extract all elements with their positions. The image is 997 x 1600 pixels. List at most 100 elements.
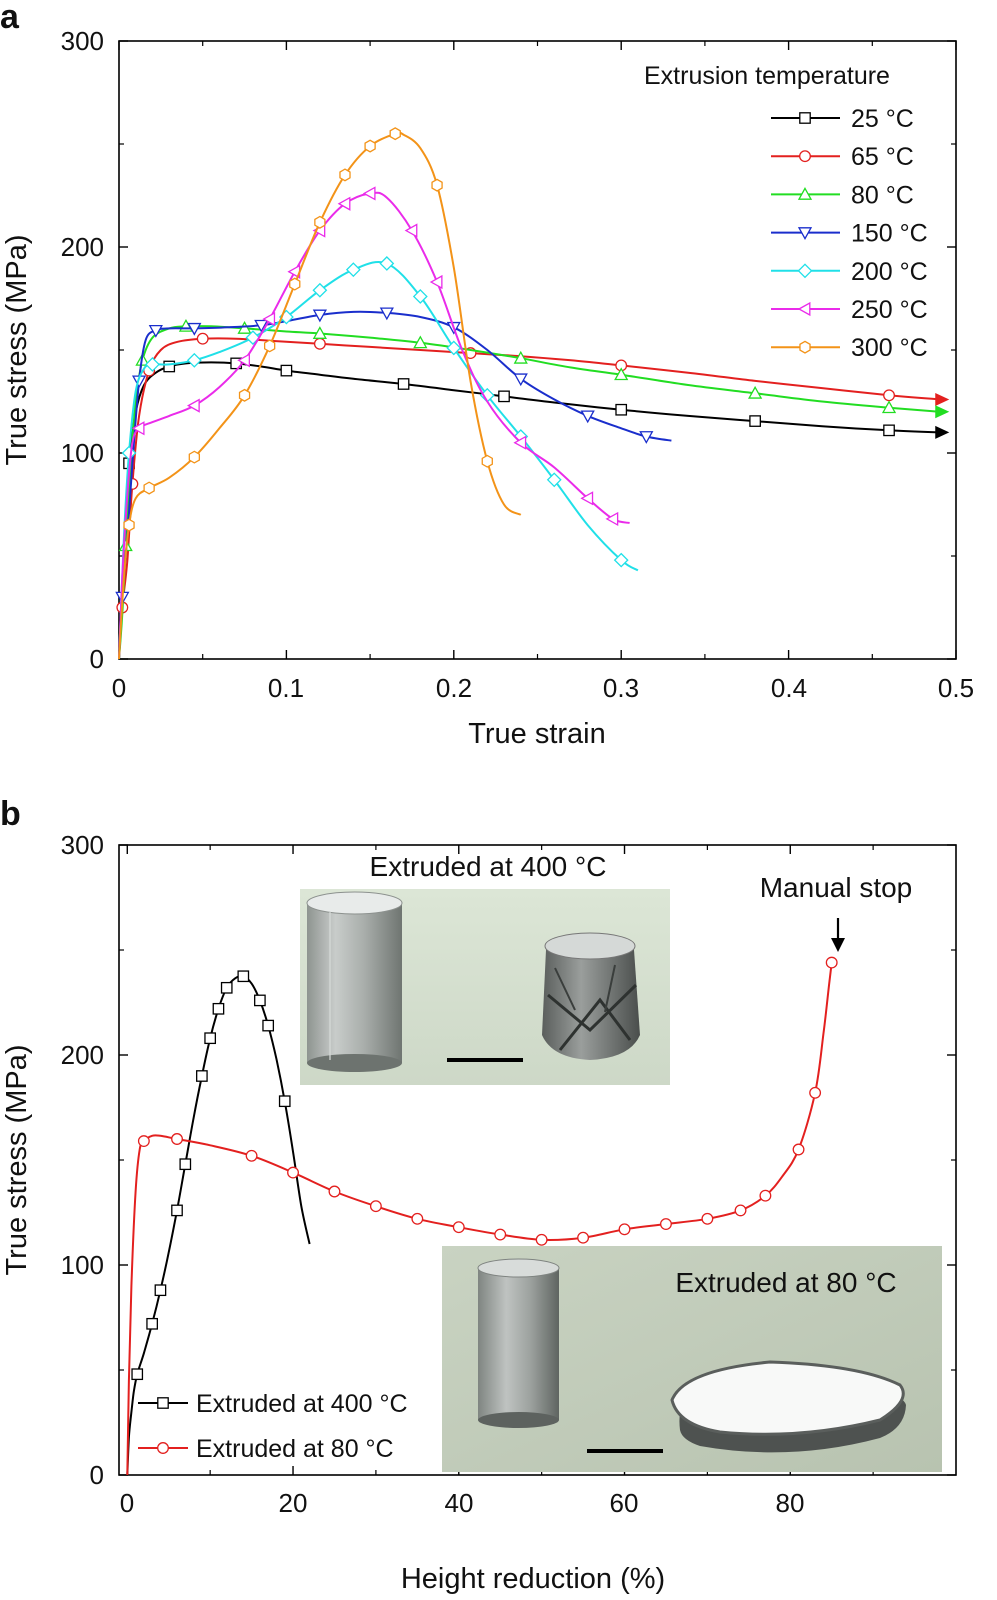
panel-b-x-tick-label: 80: [776, 1488, 805, 1518]
data-point-marker: [397, 378, 410, 390]
data-point-marker: [313, 337, 326, 350]
data-point-marker: [389, 127, 401, 141]
data-point-marker: [314, 215, 326, 229]
data-point-marker: [614, 367, 629, 381]
data-point-marker: [498, 390, 510, 403]
data-point-marker: [262, 311, 276, 327]
data-point-marker: [131, 421, 145, 436]
panel-b-legend-entries: Extruded at 400 °C Extruded at 80 °C: [138, 1390, 408, 1463]
panel-a-x-tick-label: 0.1: [268, 673, 304, 703]
continuation-arrow-icon: [935, 405, 950, 419]
panel-b-y-tick-labels: 0 100 200 300: [61, 830, 104, 1490]
legend-marker: [799, 150, 811, 163]
data-point-marker: [379, 307, 394, 321]
data-point-marker: [245, 330, 261, 346]
panel-b-label: b: [0, 795, 21, 833]
series-150-cc: [115, 307, 672, 660]
data-point-marker: [163, 360, 176, 373]
legend-label: Extruded at 400 °C: [196, 1390, 408, 1418]
uncompressed-cylinder-400c: [306, 891, 403, 1072]
panel-a-legend-entries: 25 °C 65 °C 80 °C 150 °C 200 °C 250 °C 300 °C: [771, 105, 928, 362]
data-point-marker: [280, 364, 293, 377]
panel-b-legend: Extruded at 400 °C Extruded at 80 °C: [138, 1390, 408, 1463]
legend-entry: 150 °C: [771, 220, 928, 248]
inset-photo-80c: Extruded at 80 °C: [442, 1246, 942, 1472]
series-25-cc: [118, 357, 950, 660]
data-point-marker: [792, 1143, 805, 1156]
data-point-marker: [759, 1189, 772, 1202]
data-point-marker: [535, 1233, 548, 1246]
data-point-marker: [429, 274, 443, 290]
data-point-marker: [481, 454, 493, 468]
panel-a-y-tick-label: 300: [61, 26, 104, 56]
panel-a-x-axis-title: True strain: [468, 718, 606, 750]
panel-b-y-tick-label: 300: [61, 830, 104, 860]
data-point-marker: [513, 350, 528, 364]
data-point-marker: [345, 262, 361, 278]
legend-label: 200 °C: [851, 258, 928, 286]
panel-b-series: [126, 956, 838, 1476]
panel-a-x-tick-labels: 0 0.1 0.2 0.3 0.4 0.5: [112, 673, 974, 703]
legend-label: 80 °C: [851, 181, 914, 209]
legend-label: 150 °C: [851, 220, 928, 248]
continuation-arrow-icon: [935, 392, 950, 406]
data-point-marker: [883, 424, 895, 437]
data-point-marker: [618, 1223, 631, 1236]
data-point-marker: [312, 282, 328, 298]
data-point-marker: [171, 1204, 183, 1217]
series-extruded-80c: [126, 956, 838, 1476]
data-point-marker: [605, 511, 619, 527]
panel-a-x-tick-label: 0.5: [938, 673, 974, 703]
legend-entry: 25 °C: [771, 105, 914, 133]
panel-b-x-tick-label: 0: [120, 1488, 134, 1518]
series-250-cc: [118, 186, 630, 660]
panel-a-y-axis-title: True stress (MPa): [1, 235, 33, 466]
data-point-marker: [287, 1166, 299, 1179]
data-point-marker: [254, 994, 266, 1007]
data-point-marker: [146, 1317, 158, 1330]
data-point-marker: [881, 400, 897, 414]
data-point-marker: [145, 357, 160, 372]
panel-a-legend-title: Extrusion temperature: [644, 62, 890, 90]
panel-a-legend: Extrusion temperature 25 °C 65 °C 80 °C 150…: [644, 62, 928, 362]
data-point-marker: [615, 403, 628, 416]
data-point-marker: [825, 956, 838, 969]
manual-stop-arrow-icon: [831, 938, 845, 952]
data-point-marker: [148, 324, 163, 338]
data-point-marker: [237, 321, 252, 334]
data-point-marker: [513, 435, 527, 450]
data-point-marker: [660, 1218, 672, 1231]
data-point-marker: [404, 223, 418, 238]
data-point-marker: [701, 1212, 714, 1225]
panel-a: a 0 0.1 0.2 0.3 0.4 0.5 0 100 200 300 Tr…: [0, 0, 974, 750]
legend-marker: [797, 187, 813, 200]
series-80-cc: [118, 318, 950, 660]
continuation-arrow-icon: [935, 425, 950, 439]
data-point-marker: [179, 1158, 192, 1171]
manual-stop-label: Manual stop: [760, 872, 913, 903]
data-point-marker: [580, 491, 594, 506]
legend-entry: 200 °C: [771, 258, 928, 286]
panel-a-x-tick-label: 0.3: [603, 673, 639, 703]
data-point-marker: [639, 431, 654, 444]
series-line: [118, 131, 522, 660]
panel-b-y-tick-label: 0: [90, 1460, 104, 1490]
panel-a-plot-frame: [118, 40, 957, 660]
data-point-marker: [369, 1200, 382, 1213]
series-extruded-400c: [126, 970, 311, 1476]
data-point-marker: [237, 970, 250, 983]
data-point-marker: [734, 1204, 747, 1217]
panel-b-x-tick-labels: 0 20 40 60 80: [120, 1488, 805, 1518]
series-line: [118, 337, 940, 660]
data-point-marker: [196, 332, 209, 345]
panel-a-label: a: [0, 0, 20, 36]
data-point-marker: [262, 1019, 275, 1032]
legend-entry: 80 °C: [771, 181, 914, 209]
panel-b-y-tick-label: 200: [61, 1040, 104, 1070]
legend-label: 25 °C: [851, 105, 914, 133]
inset-photo-80c-title: Extruded at 80 °C: [675, 1267, 896, 1298]
panel-b-x-tick-label: 40: [445, 1488, 474, 1518]
panel-a-y-tick-label: 100: [61, 438, 104, 468]
data-point-marker: [452, 1221, 465, 1234]
inset-photo-400c-title: Extruded at 400 °C: [370, 851, 607, 882]
